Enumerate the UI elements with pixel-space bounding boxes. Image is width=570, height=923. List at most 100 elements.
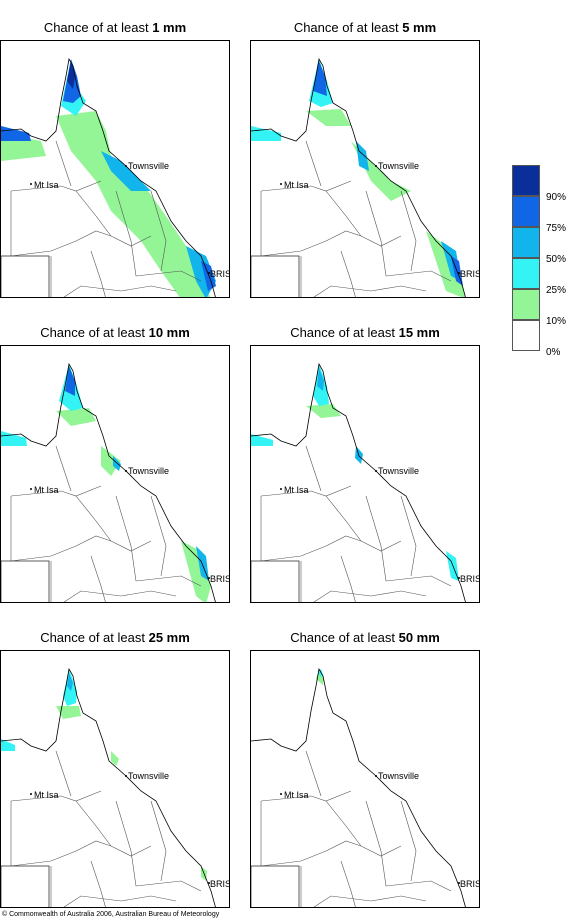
map-svg: Townsville Mt Isa BRIS (1, 667, 230, 907)
rain-probability-area (356, 141, 369, 171)
mt-isa-marker (30, 488, 32, 490)
rain-probability-area (1, 739, 15, 751)
brisbane-marker (458, 272, 460, 274)
map-1mm: Townsville Mt Isa BRIS (0, 40, 230, 298)
legend-swatch-50 (512, 227, 540, 258)
mt-isa-label: Mt Isa (284, 485, 309, 495)
townsville-marker (375, 165, 377, 167)
coastline (251, 667, 466, 907)
mt-isa-marker (30, 793, 32, 795)
region-boundary (10, 230, 152, 257)
mt-isa-label: Mt Isa (34, 180, 59, 190)
legend-swatch-0 (512, 320, 540, 351)
region-boundary (313, 590, 427, 602)
rain-probability-area (426, 231, 466, 297)
rain-probability-area (56, 408, 96, 426)
legend-label-50: 50% (546, 254, 567, 265)
inset-box (251, 255, 300, 297)
region-boundary (305, 750, 322, 797)
region-boundary (150, 495, 167, 577)
region-boundary (135, 575, 202, 587)
map-15mm: Townsville Mt Isa BRIS (250, 345, 480, 603)
region-boundary (63, 590, 177, 602)
townsville-label: Townsville (378, 466, 419, 476)
legend-label-90: 90% (546, 192, 567, 203)
legend-label-10: 10% (546, 316, 567, 327)
rain-probability-area (313, 61, 327, 96)
map-25mm: Townsville Mt Isa BRIS (0, 650, 230, 908)
rain-probability-area (101, 151, 151, 191)
coastline (1, 667, 216, 907)
region-boundary (63, 895, 177, 907)
brisbane-marker (458, 882, 460, 884)
legend-swatch-90 (512, 165, 540, 196)
region-boundary (10, 180, 102, 192)
inset-box (251, 865, 300, 907)
region-boundary (150, 800, 167, 882)
region-boundary (55, 445, 72, 492)
region-boundary (313, 895, 427, 907)
coastline (1, 57, 216, 297)
region-boundary (400, 800, 417, 882)
region-boundary (55, 140, 72, 187)
rain-probability-area (251, 434, 273, 446)
rain-probability-area (56, 706, 81, 719)
bris-label: BRIS (210, 574, 230, 584)
legend-swatch-75 (512, 196, 540, 227)
region-boundary (75, 800, 112, 847)
region-boundary (385, 880, 452, 892)
townsville-marker (125, 775, 127, 777)
inset-box (251, 560, 300, 602)
region-boundary (260, 535, 402, 562)
region-boundary (260, 230, 402, 257)
townsville-label: Townsville (128, 771, 169, 781)
map-svg: Townsville Mt Isa BRIS (1, 57, 229, 297)
mt-isa-label: Mt Isa (34, 485, 59, 495)
region-boundary (260, 840, 402, 867)
region-boundary (325, 800, 362, 847)
region-boundary (305, 140, 322, 187)
bris-label: BRIS (460, 269, 480, 279)
region-boundary (260, 790, 352, 802)
coastline (251, 57, 466, 297)
townsville-marker (125, 165, 127, 167)
brisbane-marker (208, 272, 210, 274)
townsville-marker (125, 470, 127, 472)
mt-isa-label: Mt Isa (284, 790, 309, 800)
rain-probability-area (306, 109, 351, 126)
region-boundary (340, 860, 356, 907)
region-boundary (90, 555, 106, 602)
inset-box (1, 255, 50, 297)
bris-label: BRIS (210, 879, 230, 889)
panel-title-15mm: Chance of at least 15 mm (290, 325, 440, 340)
townsville-marker (375, 775, 377, 777)
rain-probability-area (201, 261, 216, 291)
copyright-notice: © Commonwealth of Australia 2006, Austra… (2, 911, 220, 918)
region-boundary (340, 250, 356, 297)
region-boundary (150, 190, 167, 272)
legend-label-0: 0% (546, 347, 561, 358)
region-boundary (135, 880, 202, 892)
region-boundary (365, 800, 387, 887)
region-boundary (10, 485, 102, 497)
rain-probability-area (56, 111, 211, 297)
panel-title-25mm: Chance of at least 25 mm (40, 630, 190, 645)
mt-isa-marker (280, 183, 282, 185)
mt-isa-marker (30, 183, 32, 185)
region-boundary (90, 250, 106, 297)
rain-probability-area (306, 404, 341, 418)
map-50mm: Townsville Mt Isa BRIS (250, 650, 480, 908)
region-boundary (90, 860, 106, 907)
region-boundary (63, 285, 177, 297)
region-boundary (400, 190, 417, 272)
bris-label: BRIS (460, 574, 480, 584)
legend-swatch-10 (512, 289, 540, 320)
map-10mm: Townsville Mt Isa BRIS (0, 345, 230, 603)
panel-title-1mm: Chance of at least 1 mm (43, 20, 187, 35)
region-boundary (115, 800, 137, 887)
region-boundary (260, 485, 352, 497)
legend-label-75: 75% (546, 223, 567, 234)
rain-probability-area (317, 368, 324, 391)
region-boundary (260, 180, 352, 192)
brisbane-marker (208, 577, 210, 579)
